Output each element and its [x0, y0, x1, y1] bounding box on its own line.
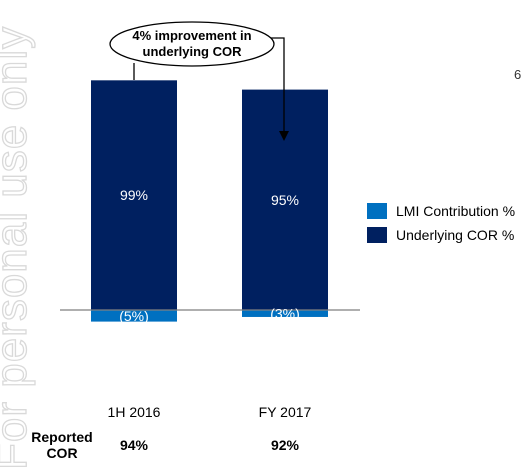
bar-lmi-contribution-0 [91, 310, 177, 322]
reported-cor-row: Reported COR 94% 92% [31, 429, 299, 461]
category-labels-group: 1H 2016 FY 2017 [108, 404, 312, 420]
bar-label-lmi-contribution-1: (3%) [270, 306, 300, 322]
legend-swatch-underlying-cor [367, 227, 387, 243]
category-label-0: 1H 2016 [108, 404, 161, 420]
bar-label-underlying-cor-0: 99% [120, 187, 148, 203]
reported-label-line-1: Reported [31, 429, 92, 445]
callout-arrow-head [279, 131, 289, 141]
bars-group [91, 80, 328, 322]
bar-underlying-cor-0 [91, 80, 177, 310]
bar-label-lmi-contribution-0: (5%) [119, 308, 149, 324]
category-label-1: FY 2017 [259, 404, 312, 420]
watermark-text: For personal use only [0, 26, 36, 470]
legend: LMI Contribution % Underlying COR % [367, 203, 515, 243]
legend-label-lmi-contribution: LMI Contribution % [396, 203, 515, 219]
bar-lmi-contribution-1 [242, 310, 328, 317]
callout-right-arrow [268, 37, 285, 134]
reported-value-0: 94% [120, 437, 149, 453]
improvement-callout: 4% improvement in underlying COR [109, 21, 289, 141]
reported-label-line-2: COR [46, 445, 77, 461]
value-labels-group: (5%) (3%) 99% 95% [119, 187, 300, 324]
legend-swatch-lmi-contribution [367, 203, 387, 219]
bar-label-underlying-cor-1: 95% [271, 192, 299, 208]
callout-line-2: underlying COR [143, 44, 243, 59]
clipped-fragment-text: 6 [514, 67, 521, 82]
bar-underlying-cor-1 [242, 89, 328, 310]
callout-line-1: 4% improvement in [132, 28, 251, 43]
callout-ellipse [109, 21, 275, 67]
reported-value-1: 92% [271, 437, 300, 453]
legend-label-underlying-cor: Underlying COR % [396, 227, 514, 243]
